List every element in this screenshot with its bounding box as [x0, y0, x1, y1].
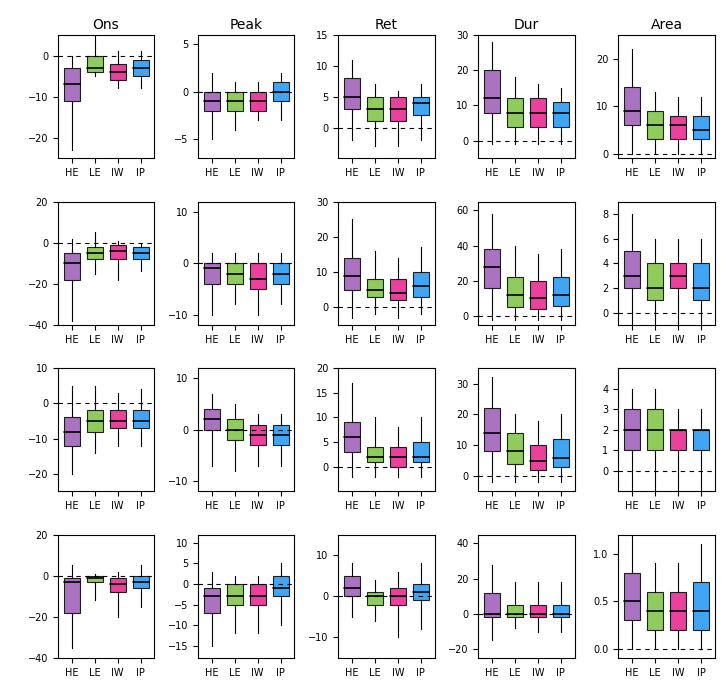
FancyBboxPatch shape: [367, 279, 383, 297]
FancyBboxPatch shape: [64, 253, 79, 280]
FancyBboxPatch shape: [507, 99, 523, 127]
FancyBboxPatch shape: [624, 410, 640, 450]
FancyBboxPatch shape: [227, 584, 243, 605]
FancyBboxPatch shape: [530, 99, 546, 127]
FancyBboxPatch shape: [204, 410, 219, 430]
Title: Peak: Peak: [230, 18, 263, 32]
FancyBboxPatch shape: [250, 584, 266, 605]
FancyBboxPatch shape: [484, 249, 500, 288]
FancyBboxPatch shape: [344, 576, 360, 596]
FancyBboxPatch shape: [344, 258, 360, 290]
FancyBboxPatch shape: [484, 593, 500, 617]
FancyBboxPatch shape: [227, 92, 243, 111]
Title: Dur: Dur: [514, 18, 539, 32]
FancyBboxPatch shape: [530, 445, 546, 470]
FancyBboxPatch shape: [484, 408, 500, 452]
FancyBboxPatch shape: [133, 60, 149, 76]
FancyBboxPatch shape: [204, 263, 219, 284]
FancyBboxPatch shape: [670, 116, 686, 139]
Title: Ons: Ons: [92, 18, 119, 32]
FancyBboxPatch shape: [87, 576, 103, 582]
FancyBboxPatch shape: [273, 576, 289, 596]
FancyBboxPatch shape: [390, 279, 406, 300]
FancyBboxPatch shape: [390, 588, 406, 605]
FancyBboxPatch shape: [507, 277, 523, 307]
FancyBboxPatch shape: [624, 88, 640, 125]
FancyBboxPatch shape: [273, 83, 289, 102]
FancyBboxPatch shape: [367, 97, 383, 121]
FancyBboxPatch shape: [133, 247, 149, 259]
FancyBboxPatch shape: [87, 410, 103, 431]
FancyBboxPatch shape: [87, 55, 103, 72]
FancyBboxPatch shape: [110, 245, 126, 259]
FancyBboxPatch shape: [670, 430, 686, 450]
FancyBboxPatch shape: [367, 447, 383, 462]
FancyBboxPatch shape: [273, 263, 289, 284]
FancyBboxPatch shape: [110, 410, 126, 428]
FancyBboxPatch shape: [693, 430, 709, 450]
FancyBboxPatch shape: [507, 433, 523, 463]
FancyBboxPatch shape: [413, 584, 429, 601]
FancyBboxPatch shape: [64, 417, 79, 446]
FancyBboxPatch shape: [204, 588, 219, 612]
FancyBboxPatch shape: [670, 263, 686, 288]
FancyBboxPatch shape: [693, 582, 709, 629]
Title: Area: Area: [651, 18, 682, 32]
FancyBboxPatch shape: [413, 272, 429, 297]
FancyBboxPatch shape: [227, 263, 243, 284]
FancyBboxPatch shape: [553, 102, 569, 127]
FancyBboxPatch shape: [413, 97, 429, 116]
FancyBboxPatch shape: [647, 111, 663, 139]
FancyBboxPatch shape: [250, 263, 266, 289]
FancyBboxPatch shape: [110, 64, 126, 80]
FancyBboxPatch shape: [390, 97, 406, 121]
FancyBboxPatch shape: [227, 419, 243, 440]
FancyBboxPatch shape: [507, 605, 523, 617]
FancyBboxPatch shape: [273, 425, 289, 445]
FancyBboxPatch shape: [390, 447, 406, 467]
FancyBboxPatch shape: [133, 410, 149, 428]
Title: Ret: Ret: [375, 18, 398, 32]
FancyBboxPatch shape: [204, 92, 219, 111]
FancyBboxPatch shape: [530, 281, 546, 309]
FancyBboxPatch shape: [693, 116, 709, 139]
FancyBboxPatch shape: [250, 425, 266, 445]
FancyBboxPatch shape: [670, 592, 686, 629]
FancyBboxPatch shape: [647, 592, 663, 629]
FancyBboxPatch shape: [87, 247, 103, 259]
FancyBboxPatch shape: [110, 578, 126, 592]
FancyBboxPatch shape: [553, 605, 569, 617]
FancyBboxPatch shape: [484, 70, 500, 113]
FancyBboxPatch shape: [344, 422, 360, 452]
FancyBboxPatch shape: [530, 605, 546, 617]
FancyBboxPatch shape: [250, 92, 266, 111]
FancyBboxPatch shape: [624, 251, 640, 288]
FancyBboxPatch shape: [133, 576, 149, 588]
FancyBboxPatch shape: [64, 68, 79, 101]
FancyBboxPatch shape: [624, 573, 640, 620]
FancyBboxPatch shape: [413, 442, 429, 462]
FancyBboxPatch shape: [647, 263, 663, 300]
FancyBboxPatch shape: [553, 277, 569, 305]
FancyBboxPatch shape: [553, 439, 569, 467]
FancyBboxPatch shape: [344, 78, 360, 109]
FancyBboxPatch shape: [693, 263, 709, 300]
FancyBboxPatch shape: [64, 578, 79, 612]
FancyBboxPatch shape: [647, 410, 663, 450]
FancyBboxPatch shape: [367, 592, 383, 605]
